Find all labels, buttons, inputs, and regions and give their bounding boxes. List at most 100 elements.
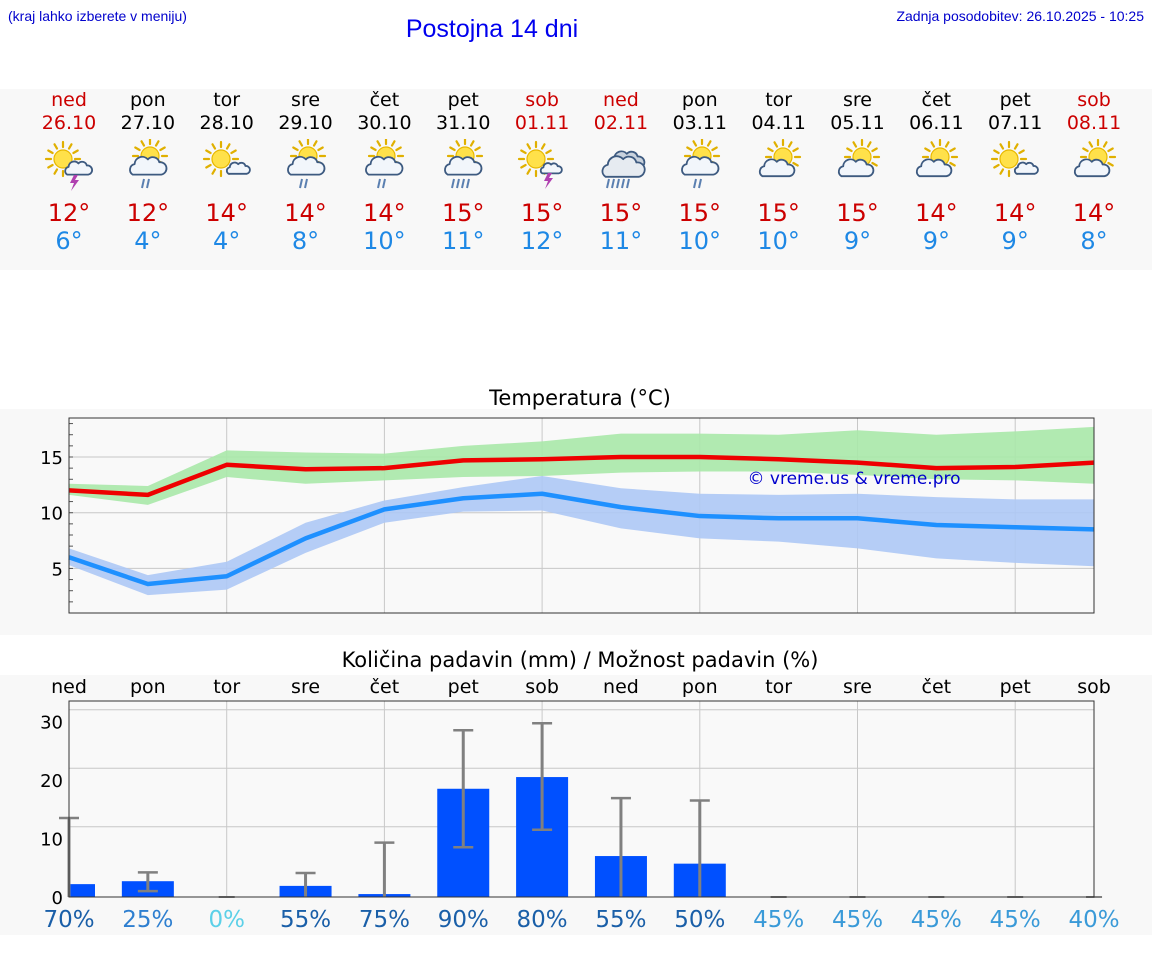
lightning-bolt [70, 175, 79, 191]
min-temperature: 8° [1080, 227, 1108, 255]
day-name: pon [129, 89, 166, 111]
sun-ray [53, 143, 59, 150]
day-name: sob [1077, 89, 1111, 111]
sun-small-cloud-icon [202, 140, 251, 178]
sun-ray [930, 141, 936, 148]
sun-ray [376, 140, 382, 147]
sun-ray [291, 146, 299, 152]
sun-cloud-rain-icon [365, 139, 405, 189]
sun-ray [526, 143, 532, 150]
sun-ray [72, 149, 79, 155]
sun-ray [470, 140, 475, 147]
cloud-shape [225, 161, 251, 175]
sun-ray [391, 140, 396, 147]
rain-drop [298, 178, 303, 189]
max-temperature: 15° [836, 199, 879, 227]
sun-ray [204, 149, 212, 155]
sun-ray [685, 146, 693, 152]
sun-small-cloud-icon [991, 140, 1039, 178]
max-temperature: 14° [1072, 199, 1116, 227]
sun-ray [47, 149, 54, 155]
sun-behind-cloud-icon [837, 139, 880, 178]
rain-drop [382, 178, 387, 189]
day-name: čet [369, 89, 400, 111]
sun-ray [312, 140, 318, 147]
precipitation-chart-title: Količina padavin (mm) / Možnost padavin … [341, 648, 819, 672]
sun-ray [949, 147, 957, 153]
last-updated: Zadnja posodobitev: 26.10.2025 - 10:25 [896, 8, 1144, 24]
day-date: 31.10 [436, 112, 491, 134]
sun-ray [1082, 147, 1089, 153]
day-date: 01.11 [514, 112, 570, 134]
cloud-shape [1073, 158, 1111, 178]
max-temperature: 15° [520, 199, 564, 227]
sun-ray [993, 149, 1000, 155]
sun-rays [202, 140, 239, 178]
day-date: 06.11 [909, 112, 964, 134]
sun-ray [692, 140, 697, 147]
day-date: 07.11 [987, 112, 1043, 134]
sun-ray [545, 149, 552, 155]
max-temperature: 15° [678, 199, 722, 227]
day-name: pon [681, 89, 718, 111]
min-temperature: 10° [678, 227, 722, 255]
min-temperature: 10° [757, 227, 800, 255]
day-name: pet [999, 89, 1031, 111]
sun-ray [1102, 141, 1108, 148]
sun-ray [370, 146, 378, 152]
lightning-bolt [544, 173, 554, 189]
sun-disc [211, 149, 231, 169]
day-date: 26.10 [41, 112, 97, 134]
day-date: 02.11 [593, 112, 649, 134]
rain-drop [377, 178, 382, 189]
sun-ray [53, 168, 59, 175]
cloud-shape [758, 158, 795, 178]
rain-drop [697, 178, 702, 189]
cloud-heavy-rain-icon [601, 150, 646, 189]
sun-ray [67, 143, 73, 150]
sun-ray [711, 146, 718, 152]
day-name: ned [603, 89, 639, 111]
sun-ray [474, 146, 482, 152]
sun-ray [520, 149, 527, 155]
rain-drop [466, 178, 471, 189]
sun-ray [159, 146, 166, 152]
sun-ray [297, 140, 303, 147]
sun-disc [53, 149, 73, 169]
day-date: 05.11 [830, 112, 885, 134]
day-name: pet [447, 89, 479, 111]
sun-disc [999, 149, 1019, 169]
sun-ray [316, 146, 324, 152]
sun-ray [229, 149, 237, 155]
rain-drop [605, 178, 610, 189]
sun-cloud-rain-icon [680, 139, 720, 189]
min-temperature: 11° [599, 227, 643, 255]
sun-behind-cloud-icon [1073, 139, 1117, 178]
min-temperature: 9° [1001, 227, 1029, 255]
location-hint: (kraj lahko izberete v meniju) [8, 8, 187, 24]
sun-ray [999, 143, 1005, 150]
cloud-shape [444, 155, 483, 176]
day-name: tor [213, 89, 241, 111]
sun-ray [1107, 161, 1114, 167]
cloud-shape [539, 162, 563, 175]
sun-ray [1107, 147, 1114, 153]
day-name: čet [921, 89, 952, 111]
rain-drop [451, 178, 456, 189]
min-temperature: 9° [843, 227, 872, 255]
day-date: 03.11 [672, 112, 727, 134]
cloud-shape [286, 155, 325, 176]
sun-ray [870, 147, 878, 153]
sun-ray [449, 146, 456, 152]
cloud-shape [601, 155, 646, 178]
min-temperature: 9° [922, 227, 950, 255]
sun-ray [791, 147, 799, 153]
sun-ray [851, 141, 857, 148]
cloud-shape [1014, 161, 1039, 175]
rain-drop [625, 178, 630, 189]
max-temperature: 15° [599, 199, 643, 227]
sun-ray [866, 141, 872, 148]
sun-ray [520, 163, 527, 169]
day-name: sre [291, 89, 321, 111]
cloud-shape [680, 155, 720, 176]
